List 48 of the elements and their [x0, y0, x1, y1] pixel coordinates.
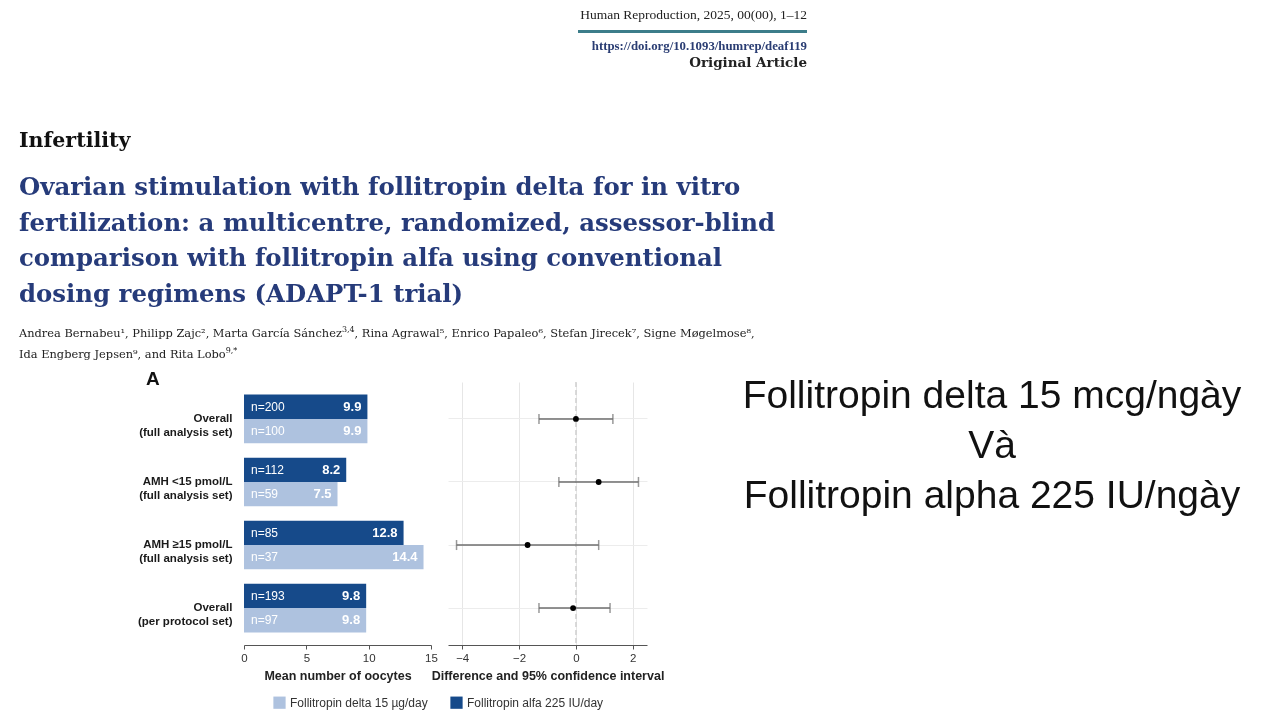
bar	[244, 545, 424, 570]
x-tick-label: 15	[425, 651, 438, 664]
y-tick-label: Overall (per protocol set)	[137, 601, 233, 628]
annotation: n=193	[251, 588, 286, 603]
bar	[244, 481, 338, 507]
y-tick-label: Overall (full analysis set)	[139, 411, 233, 438]
point	[573, 415, 579, 422]
chart-title: Ovarian stimulation with follitropin delta for in vitro fertilization: a multicentre, randomized, assessor-blind comparison with follitropin alfa using conventional dosing regimens (ADAPT-1 trial)	[19, 171, 776, 310]
x-axis-title: Mean number of oocytes	[264, 669, 412, 683]
data-label: 9.8	[342, 612, 361, 628]
point	[524, 542, 531, 548]
text: Infertility	[19, 127, 131, 154]
annotation: n=37	[251, 550, 279, 565]
data-label: 8.2	[322, 461, 341, 477]
data-label: 9.8	[342, 587, 361, 603]
data-label: 7.5	[313, 486, 332, 502]
annotation: n=100	[251, 424, 286, 439]
y-tick-label: AMH ≥15 pmol/L (full analysis set)	[139, 538, 233, 565]
annotation: n=97	[251, 613, 279, 628]
x-tick-label: −2	[513, 651, 527, 664]
point	[595, 479, 602, 485]
data-label: 14.4	[392, 549, 419, 565]
x-tick-label: 0	[241, 651, 248, 664]
x-tick-label: 2	[630, 651, 637, 664]
data-label: 12.8	[372, 524, 398, 540]
annotation: n=200	[251, 399, 286, 414]
x-axis-title: Difference and 95% confidence interval	[431, 669, 665, 683]
text: Andrea Bernabeu¹, Philipp Zajc², Marta García Sánchez$^{3,4}$, Rina Agrawal⁵, Enrico Papaleo⁶, Stefan Jirecek⁷, Signe Møgelmose⁸, Ida Engberg Jepsen⁹, and Rita Lobo$^{9,*}$	[19, 325, 755, 361]
x-tick-label: 10	[362, 651, 376, 664]
text: https://doi.org/10.1093/humrep/deaf119	[591, 38, 807, 54]
text: A	[146, 368, 160, 390]
data-label: 9.9	[343, 423, 362, 439]
text: Original Article	[689, 53, 807, 71]
x-tick-label: 0	[573, 651, 580, 664]
bar	[244, 520, 404, 546]
x-tick-label: 5	[303, 651, 311, 664]
y-tick-label: AMH <15 pmol/L (full analysis set)	[139, 474, 233, 501]
text: Follitropin delta 15 mcg/ngày Và Follitropin alpha 225 IU/ngày	[741, 372, 1243, 518]
legend-label: Follitropin alfa 225 IU/day	[467, 695, 604, 710]
x-tick-label: −4	[456, 651, 470, 664]
point	[570, 605, 576, 612]
data-label: 9.9	[343, 398, 362, 414]
annotation: n=112	[251, 462, 285, 477]
annotation: n=59	[251, 487, 279, 502]
legend-label: Follitropin delta 15 µg/day	[290, 695, 428, 710]
text: Human Reproduction, 2025, 00(00), 1–12	[580, 6, 807, 24]
bar	[244, 608, 367, 633]
annotation: n=85	[251, 525, 279, 540]
